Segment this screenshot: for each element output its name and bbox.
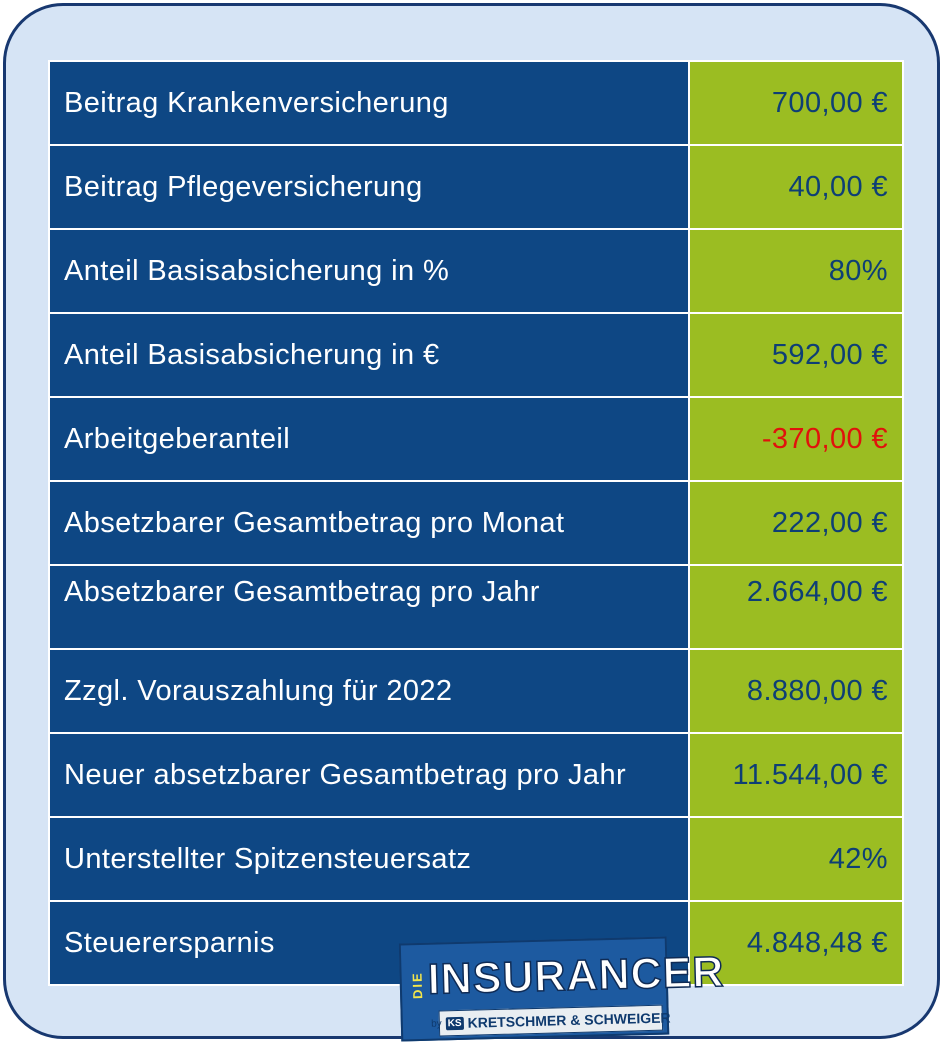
ks-icon: KS (445, 1016, 464, 1030)
row-label: Beitrag Krankenversicherung (48, 60, 690, 146)
logo-prefix: DIE (409, 971, 426, 1000)
table-row: Zzgl. Vorauszahlung für 2022 8.880,00 € (48, 648, 904, 734)
row-value: 40,00 € (688, 144, 904, 230)
logo-by: by (430, 1017, 442, 1030)
table-row: Absetzbarer Gesamtbetrag pro Jahr 2.664,… (48, 564, 904, 650)
logo-company: KRETSCHMER & SCHWEIGER (467, 1009, 671, 1031)
row-label: Zzgl. Vorauszahlung für 2022 (48, 648, 690, 734)
logo-company-bar: by KS KRETSCHMER & SCHWEIGER (431, 1004, 671, 1037)
row-label: Arbeitgeberanteil (48, 396, 690, 482)
row-label: Beitrag Pflegeversicherung (48, 144, 690, 230)
table-row: Beitrag Pflegeversicherung 40,00 € (48, 144, 904, 230)
row-value: 8.880,00 € (688, 648, 904, 734)
table-row: Absetzbarer Gesamtbetrag pro Monat 222,0… (48, 480, 904, 566)
insurancer-logo: DIE INSURANCER by KS KRETSCHMER & SCHWEI… (398, 936, 726, 1042)
table-row: Arbeitgeberanteil -370,00 € (48, 396, 904, 482)
row-value: 2.664,00 € (688, 564, 904, 650)
row-value: 4.848,48 € (688, 900, 904, 986)
row-label: Absetzbarer Gesamtbetrag pro Jahr (48, 564, 690, 650)
table-row: Neuer absetzbarer Gesamtbetrag pro Jahr … (48, 732, 904, 818)
row-value: 592,00 € (688, 312, 904, 398)
logo-wordmark: INSURANCER (426, 947, 725, 1004)
table-row: Anteil Basisabsicherung in € 592,00 € (48, 312, 904, 398)
row-value: 80% (688, 228, 904, 314)
table-row: Beitrag Krankenversicherung 700,00 € (48, 60, 904, 146)
row-label: Unterstellter Spitzensteuersatz (48, 816, 690, 902)
table-row: Anteil Basisabsicherung in % 80% (48, 228, 904, 314)
row-label: Neuer absetzbarer Gesamtbetrag pro Jahr (48, 732, 690, 818)
row-value: 222,00 € (688, 480, 904, 566)
row-label: Absetzbarer Gesamtbetrag pro Monat (48, 480, 690, 566)
table-row: Unterstellter Spitzensteuersatz 42% (48, 816, 904, 902)
row-value: 700,00 € (688, 60, 904, 146)
row-label: Anteil Basisabsicherung in € (48, 312, 690, 398)
row-value: 42% (688, 816, 904, 902)
calculation-table: Beitrag Krankenversicherung 700,00 € Bei… (48, 60, 904, 986)
row-value-negative: -370,00 € (688, 396, 904, 482)
row-value: 11.544,00 € (688, 732, 904, 818)
row-label: Anteil Basisabsicherung in % (48, 228, 690, 314)
